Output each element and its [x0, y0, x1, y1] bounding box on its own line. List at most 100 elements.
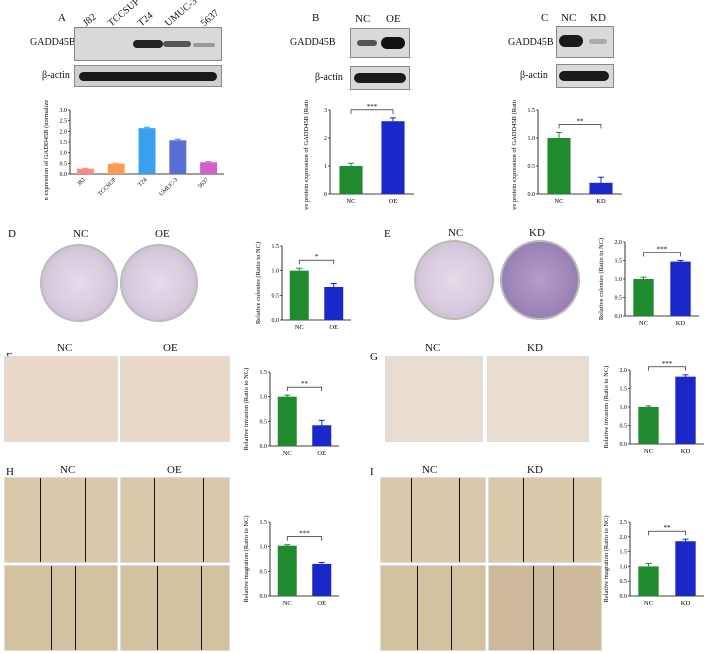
x-tick-label: NC: [295, 324, 304, 331]
chart-b: Relative protein expression of GADD45B (…: [303, 100, 414, 210]
bar: [76, 168, 94, 174]
x-tick-label: NC: [283, 600, 292, 607]
lane-label: TCCSUP: [105, 0, 142, 29]
wound-image-nc-0h: [4, 477, 118, 563]
significance-bracket: [643, 252, 681, 257]
panel-letter-i: I: [370, 466, 374, 478]
chart-i: Relative magration (Ratio to NC) 0.0 0.5 1.…: [603, 515, 704, 607]
bar: [312, 425, 332, 446]
y-tick-label: 2.0: [60, 129, 68, 135]
lane-labels-a: J82 TCCSUP T24 UMUC-3 5637: [81, 0, 228, 29]
y-tick-label: 1.5: [260, 520, 268, 526]
panel-letter-b: B: [312, 12, 320, 24]
bar: [675, 541, 696, 596]
bar: [547, 138, 571, 194]
wound-image-kd-24h: [488, 565, 602, 651]
chart-f: Relative invasion (Ratio to NC) 0.0 0.5 1.0…: [243, 368, 339, 457]
col-label: NC: [355, 13, 371, 25]
y-tick-label: 0.0: [260, 444, 268, 450]
y-tick-label: 1.5: [260, 370, 268, 376]
colony-dish-nc: [40, 244, 118, 322]
invasion-image-kd: [487, 356, 589, 442]
y-tick-label: 3.0: [60, 108, 68, 114]
col-label: NC: [73, 228, 89, 240]
bar: [675, 376, 696, 444]
x-tick-label: OE: [317, 450, 326, 457]
x-tick-label: NC: [554, 198, 563, 205]
y-axis-label: Relative colonies (Ratio to NC): [598, 238, 605, 320]
western-blot-actin: [74, 65, 222, 87]
significance-label: *: [315, 253, 319, 261]
invasion-image-nc: [4, 356, 118, 442]
blot-label: GADD45B: [290, 37, 336, 48]
y-tick-label: 0.5: [528, 164, 536, 170]
significance-bracket: [286, 386, 323, 392]
bar: [107, 163, 125, 174]
western-blot-gadd45b: [556, 26, 614, 58]
col-label: OE: [386, 13, 401, 25]
x-tick-label: 5637: [197, 177, 210, 190]
y-tick-label: 0.0: [620, 594, 628, 600]
bar: [339, 166, 363, 194]
y-tick-label: 1.0: [272, 269, 280, 275]
y-tick-label: 0.0: [60, 172, 68, 178]
wound-image-nc-24h: [4, 565, 118, 651]
col-label: NC: [422, 464, 438, 476]
y-tick-label: 1.5: [620, 550, 628, 556]
significance-bracket: [286, 536, 323, 541]
x-tick-label: NC: [644, 448, 653, 455]
lane-label: 5637: [198, 7, 222, 30]
significance-label: **: [577, 117, 585, 125]
blot-label: β-actin: [315, 72, 343, 83]
colony-dish-oe: [120, 244, 198, 322]
y-axis-label: Protein expression of GADD45B (normalize…: [43, 100, 50, 200]
y-tick-label: 1.0: [60, 151, 68, 157]
x-tick-label: OE: [329, 324, 338, 331]
blot-label: β-actin: [520, 70, 548, 81]
y-tick-label: 0.0: [528, 192, 536, 198]
significance-bracket: [298, 259, 335, 265]
lane-label: UMUC-3: [162, 0, 200, 29]
col-label: NC: [60, 464, 76, 476]
col-label: NC: [57, 342, 73, 354]
col-label: OE: [167, 464, 182, 476]
bar: [381, 121, 405, 194]
colony-dish-nc: [414, 240, 494, 320]
western-blot-gadd45b: [74, 27, 222, 61]
chart-e: Relative colonies (Ratio to NC) 0.0 0.5 1.0…: [598, 238, 699, 327]
panel-letter-c: C: [541, 12, 549, 24]
x-tick-label: T24: [137, 177, 148, 188]
panel-letter-h: H: [6, 466, 14, 478]
bar: [169, 140, 187, 174]
wound-image-nc-24h: [380, 565, 486, 651]
y-tick-label: 0.5: [260, 569, 268, 575]
bar: [277, 396, 297, 446]
y-tick-label: 1.0: [260, 545, 268, 551]
significance-label: ***: [367, 103, 378, 111]
significance-label: **: [301, 380, 309, 388]
y-tick-label: 2.0: [615, 240, 623, 246]
bar: [289, 270, 309, 320]
wound-image-nc-0h: [380, 477, 486, 563]
chart-d: Relative colonies (Ratio to NC) 0.0 0.5 1.0…: [255, 242, 351, 331]
y-axis-label: Relative protein expression of GADD45B (…: [303, 100, 310, 210]
y-tick-label: 1.5: [272, 244, 280, 250]
y-tick-label: 0.5: [60, 161, 68, 167]
col-label: KD: [590, 12, 606, 24]
col-label: OE: [163, 342, 178, 354]
invasion-image-oe: [120, 356, 230, 442]
y-tick-label: 1: [324, 164, 327, 170]
y-tick-label: 2.5: [60, 119, 68, 125]
y-tick-label: 1.0: [528, 136, 536, 142]
y-tick-label: 1.0: [615, 277, 623, 283]
y-tick-label: 0.5: [620, 579, 628, 585]
western-blot-actin: [556, 64, 614, 88]
y-tick-label: 1.5: [620, 387, 628, 393]
x-tick-label: OE: [317, 600, 326, 607]
blot-label: GADD45B: [30, 37, 76, 48]
col-label: KD: [527, 464, 543, 476]
significance-bracket: [350, 109, 394, 114]
significance-label: ***: [657, 246, 668, 254]
y-tick-label: 0.0: [272, 318, 280, 324]
y-tick-label: 0.5: [620, 424, 628, 430]
